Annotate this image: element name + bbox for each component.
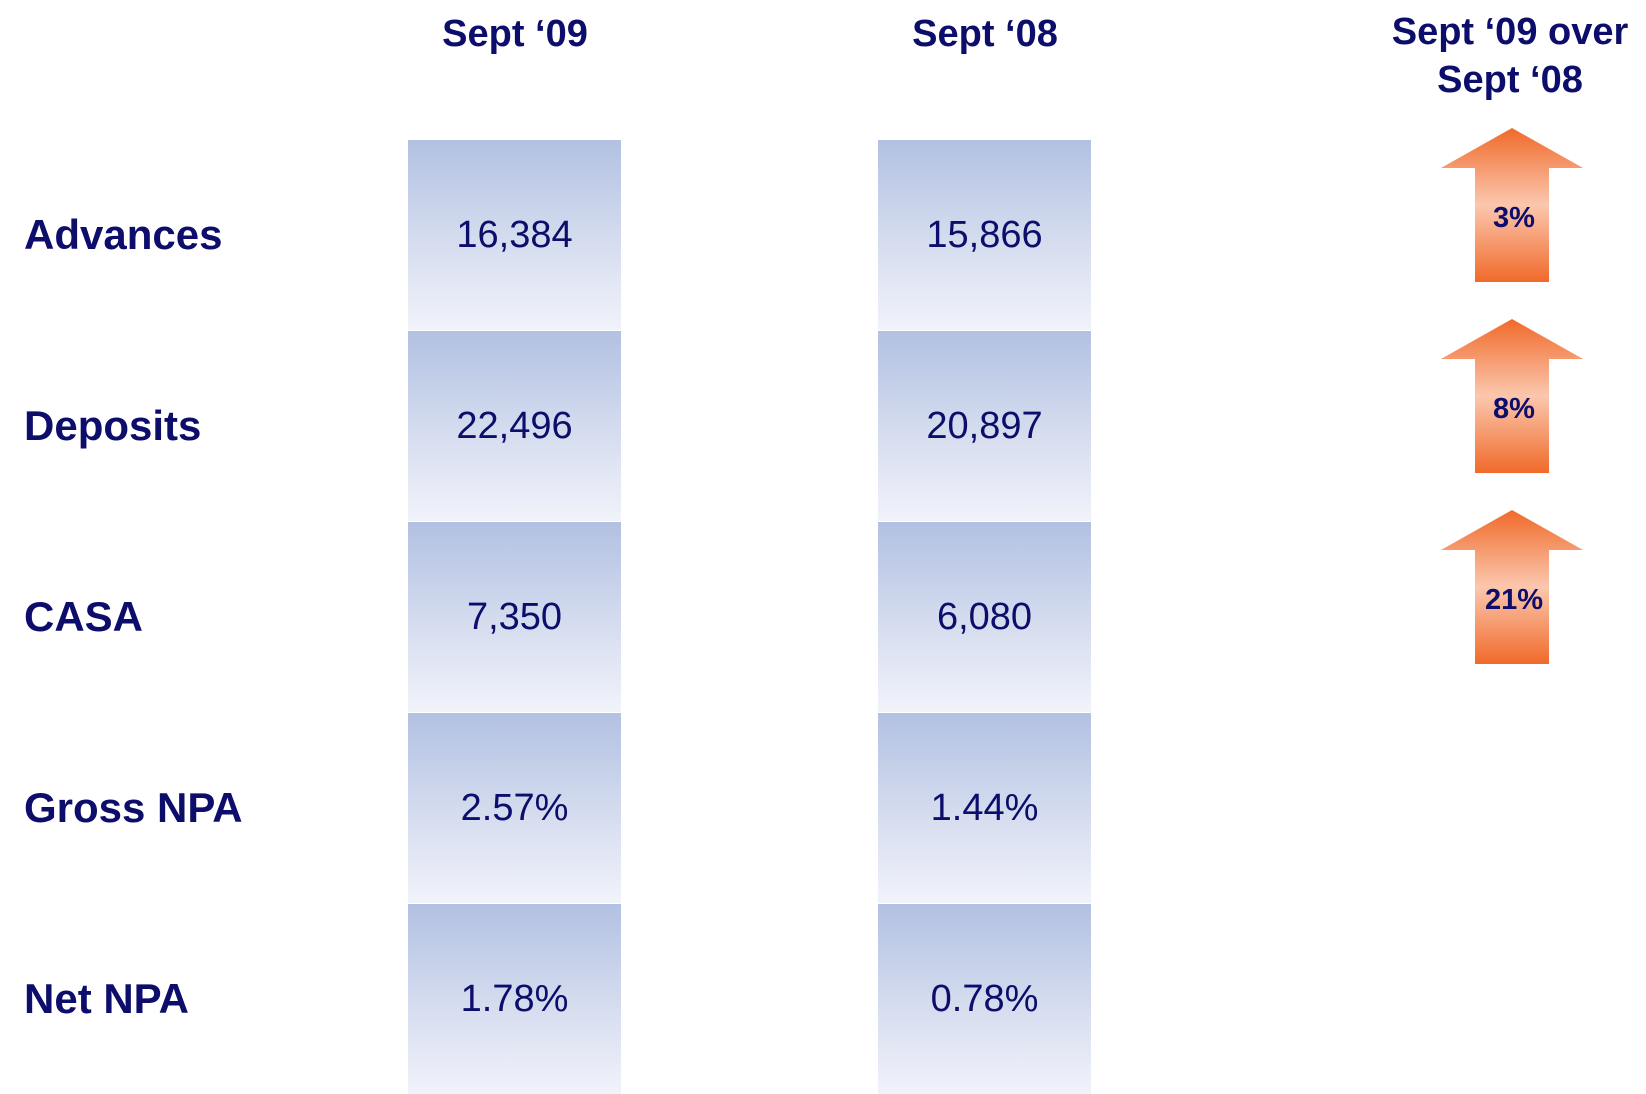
- value-cell: 22,496: [408, 330, 621, 521]
- arrow-shape: [1441, 319, 1583, 473]
- value-cell: 1.44%: [878, 712, 1091, 903]
- value-cell: 1.78%: [408, 903, 621, 1094]
- row-label: Advances: [24, 210, 223, 258]
- column-header: Sept ‘09: [442, 13, 588, 55]
- value-cell: 2.57%: [408, 712, 621, 903]
- value-cell: 0.78%: [878, 903, 1091, 1094]
- value-cell: 6,080: [878, 521, 1091, 712]
- up-arrow: 8%: [1441, 319, 1583, 473]
- column-header: Sept ‘08: [912, 13, 1058, 55]
- change-label: 3%: [1493, 202, 1535, 234]
- value-cell: 16,384: [408, 139, 621, 330]
- row-label: CASA: [24, 592, 144, 640]
- value-cell: 7,350: [408, 521, 621, 712]
- value-cell: 15,866: [878, 139, 1091, 330]
- change-label: 21%: [1485, 584, 1543, 616]
- row-label: Deposits: [24, 401, 202, 449]
- row-label: Net NPA: [24, 974, 189, 1022]
- value-cell: 20,897: [878, 330, 1091, 521]
- up-arrow: 3%: [1441, 128, 1583, 282]
- arrow-shape: [1441, 510, 1583, 664]
- row-label: Gross NPA: [24, 783, 243, 831]
- column-header: Sept ‘09 over Sept ‘08: [1391, 11, 1629, 101]
- change-label: 8%: [1493, 393, 1535, 425]
- up-arrow: 21%: [1441, 510, 1583, 664]
- arrow-shape: [1441, 128, 1583, 282]
